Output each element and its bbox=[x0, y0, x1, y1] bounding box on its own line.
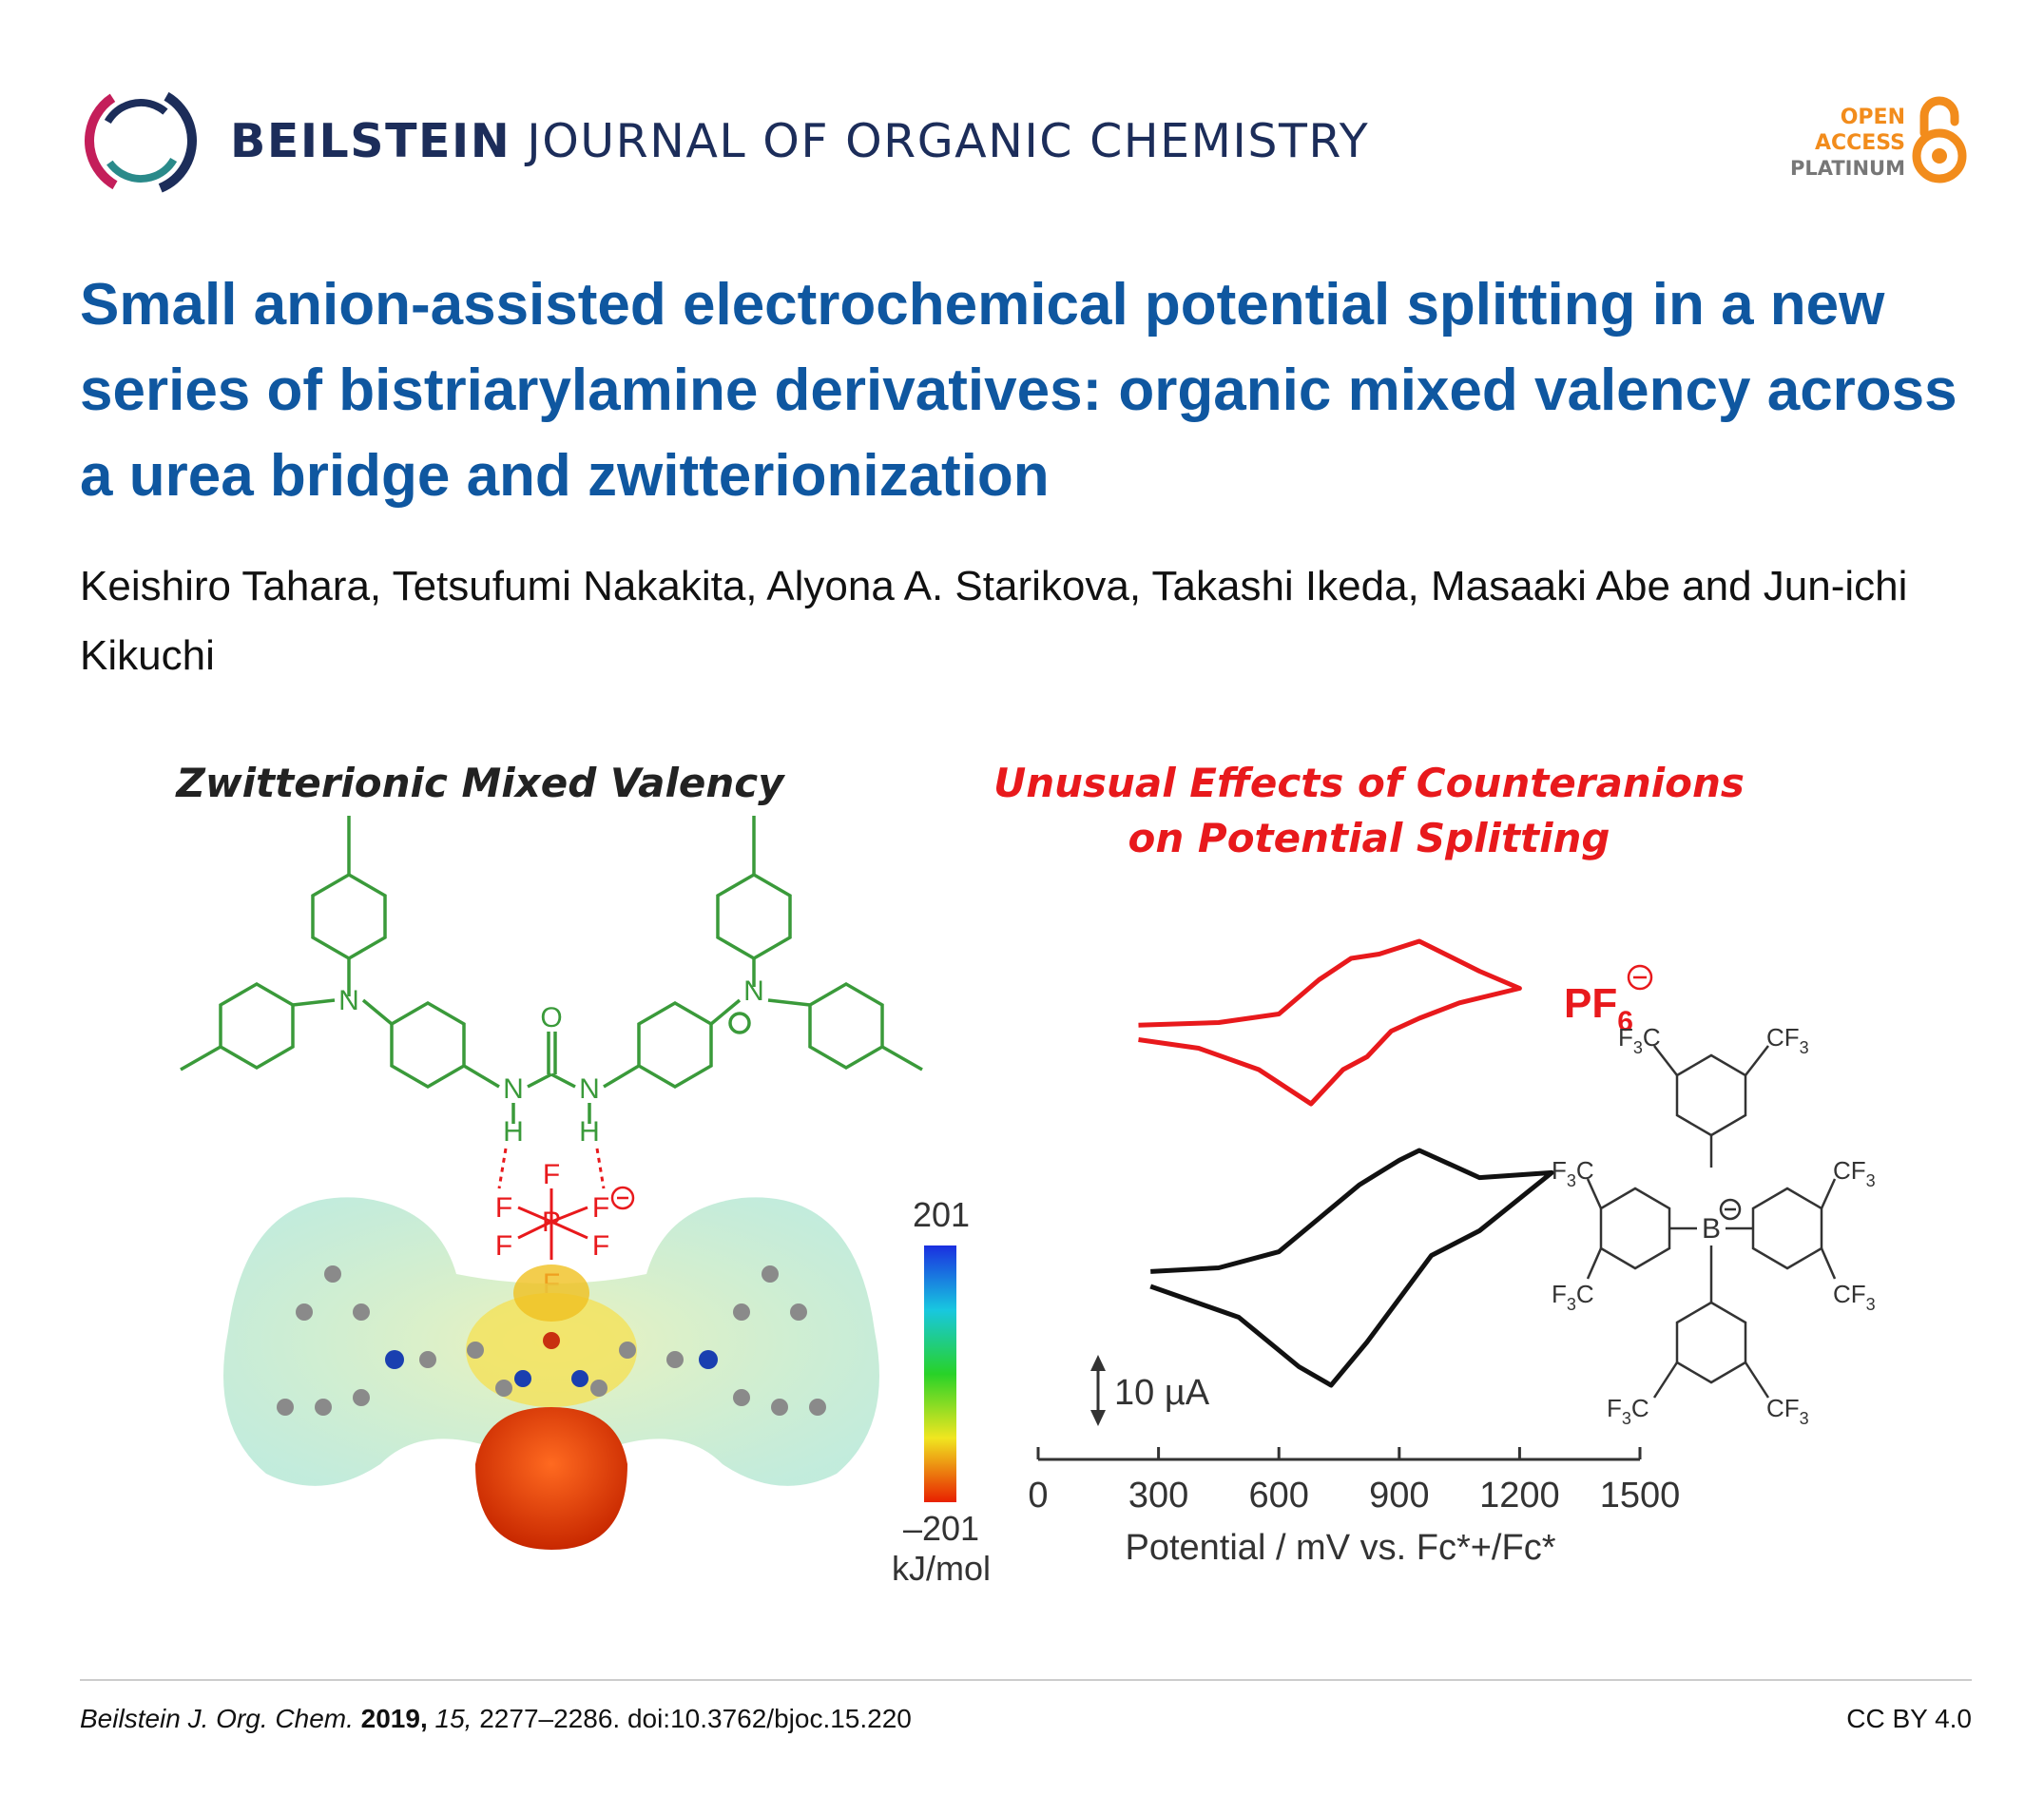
negative-charge-icon bbox=[610, 1186, 635, 1210]
journal-name-bold: BEILSTEIN bbox=[230, 114, 511, 168]
atom-f-top: F bbox=[543, 1159, 560, 1190]
atom-o-urea: O bbox=[540, 1002, 562, 1033]
atom-h-left: H bbox=[503, 1116, 524, 1148]
colorbar bbox=[924, 1245, 956, 1502]
x-tick-label: 900 bbox=[1369, 1476, 1429, 1516]
f3c-mid-left: F3C bbox=[1552, 1156, 1594, 1190]
cf3-bottom-right: CF3 bbox=[1766, 1394, 1809, 1428]
open-access-lock-icon bbox=[1912, 96, 1967, 183]
x-tick-label: 300 bbox=[1128, 1476, 1188, 1516]
x-tick-label: 600 bbox=[1248, 1476, 1308, 1516]
x-axis: 0 300 600 900 1200 1500 Potential / mV vs. Fc… bbox=[1028, 1447, 1680, 1568]
oa-line-access: ACCESS bbox=[1814, 131, 1905, 155]
x-tick-label: 1200 bbox=[1479, 1476, 1560, 1516]
license-label: CC BY 4.0 bbox=[1846, 1704, 1972, 1733]
atom-f-right-up: F bbox=[592, 1192, 609, 1224]
citation-journal: Beilstein J. Org. Chem. bbox=[80, 1704, 354, 1733]
atom-f-left-down: F bbox=[495, 1230, 512, 1262]
oa-line-platinum: PLATINUM bbox=[1789, 157, 1905, 180]
x-tick-label: 1500 bbox=[1600, 1476, 1681, 1516]
left-heading: Zwitterionic Mixed Valency bbox=[174, 760, 785, 806]
citation-pages-doi: 2277–2286. doi:10.3762/bjoc.15.220 bbox=[479, 1704, 912, 1733]
current-scale-bar: 10 µA bbox=[1090, 1355, 1210, 1426]
pf6-label: PF6 bbox=[1564, 980, 1633, 1037]
x-tick-marks bbox=[1036, 1447, 1642, 1459]
citation-year: 2019, bbox=[360, 1704, 428, 1733]
cyclic-voltammogram-plot bbox=[1138, 938, 1554, 1388]
electrostatic-potential-surface bbox=[223, 1197, 879, 1550]
atom-p: P bbox=[542, 1207, 561, 1238]
journal-name-rest: JOURNAL OF ORGANIC CHEMISTRY bbox=[527, 114, 1370, 168]
cf3-top-right: CF3 bbox=[1766, 1023, 1809, 1057]
footer-divider bbox=[80, 1679, 1972, 1681]
pf6-charge-icon bbox=[1627, 964, 1653, 991]
x-tick-label: 0 bbox=[1028, 1476, 1048, 1516]
scale-bar-label: 10 µA bbox=[1114, 1373, 1210, 1413]
graphical-abstract: Zwitterionic Mixed Valency Unusual Effec… bbox=[174, 760, 1876, 1588]
cf3-low-right: CF3 bbox=[1833, 1280, 1876, 1314]
right-heading-line2: on Potential Splitting bbox=[1128, 815, 1610, 861]
f3c-low-left: F3C bbox=[1552, 1280, 1594, 1314]
atom-b: B bbox=[1702, 1213, 1721, 1245]
colorbar-max-label: 201 bbox=[913, 1195, 970, 1234]
f3c-bottom-left: F3C bbox=[1607, 1394, 1649, 1428]
atom-n-urea-left: N bbox=[503, 1073, 524, 1105]
atom-f-left-up: F bbox=[495, 1192, 512, 1224]
x-axis-label: Potential / mV vs. Fc*+/Fc* bbox=[1126, 1528, 1556, 1568]
right-heading-line1: Unusual Effects of Counteranions bbox=[993, 760, 1745, 806]
article-title: Small anion-assisted electrochemical pot… bbox=[80, 272, 1957, 509]
urea-molecule-structure bbox=[180, 816, 923, 1124]
atom-n-left: N bbox=[338, 985, 359, 1016]
borate-anion-structure bbox=[1586, 1045, 1837, 1399]
atom-n-right: N bbox=[743, 975, 764, 1007]
beilstein-ring-logo-icon bbox=[85, 85, 197, 197]
atom-n-urea-right: N bbox=[579, 1073, 600, 1105]
open-access-badge: OPEN ACCESS PLATINUM bbox=[1790, 105, 1905, 182]
f3c-top-left: F3C bbox=[1618, 1023, 1661, 1057]
author-list: Keishiro Tahara, Tetsufumi Nakakita, Aly… bbox=[80, 563, 1908, 679]
atom-h-right: H bbox=[579, 1116, 600, 1148]
journal-name: BEILSTEIN JOURNAL OF ORGANIC CHEMISTRY bbox=[230, 114, 1369, 168]
cv-curve-pf6 bbox=[1138, 938, 1522, 1107]
cf3-mid-right: CF3 bbox=[1833, 1156, 1876, 1190]
hydrogen-bond-lines bbox=[497, 1148, 606, 1189]
colorbar-min-label: –201 bbox=[903, 1509, 979, 1548]
citation: Beilstein J. Org. Chem. 2019, 15, 2277–2… bbox=[80, 1704, 912, 1734]
atom-f-right-down: F bbox=[592, 1230, 609, 1262]
x-tick-labels: 0 300 600 900 1200 1500 bbox=[1028, 1476, 1680, 1516]
cv-curve-barf bbox=[1149, 1148, 1554, 1388]
citation-volume: 15, bbox=[434, 1704, 472, 1733]
oa-line-open: OPEN bbox=[1840, 106, 1905, 129]
colorbar-unit-label: kJ/mol bbox=[892, 1549, 991, 1588]
